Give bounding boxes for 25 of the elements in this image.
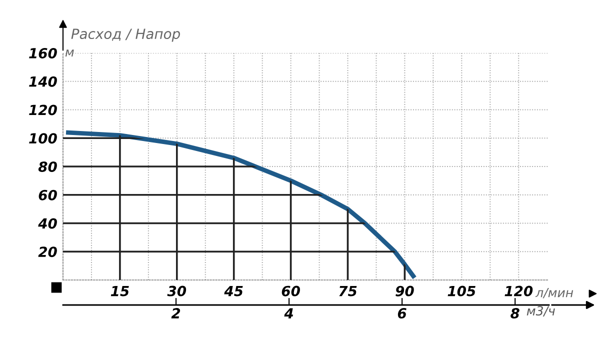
y-tick-label: 160	[29, 48, 57, 58]
x-tick-label: 15	[110, 286, 129, 296]
y-tick-label: 120	[29, 104, 57, 116]
x-tick-label: 30	[167, 286, 186, 296]
x2-tick-label: 6	[398, 308, 406, 319]
y-tick-label: 20	[38, 246, 57, 258]
x2-tick-label: 2	[171, 308, 180, 318]
x2-tick-label: 4	[284, 308, 294, 318]
x-tick-label: 45	[224, 286, 243, 296]
x2-axis-title: м3/ч	[526, 306, 555, 317]
x-axis-title: л/мин	[535, 288, 574, 298]
y-tick-label: 40	[38, 218, 57, 229]
x-tick-label: 105	[448, 286, 476, 296]
chart-title: Расход / Напор	[71, 28, 180, 42]
y-tick-label: 100	[29, 133, 57, 144]
y-tick-label: 80	[38, 161, 57, 172]
x-tick-label: 75	[339, 286, 357, 296]
y-tick-label: 60	[38, 190, 57, 200]
x-tick-label: 60	[282, 286, 300, 296]
line-series	[64, 130, 417, 280]
y-tick-label: 140	[29, 76, 57, 87]
x-tick-label: 90	[396, 286, 414, 296]
y-axis-title: м	[65, 50, 74, 56]
x2-tick-label: 8	[510, 308, 520, 319]
x-tick-label: 120	[504, 286, 533, 296]
